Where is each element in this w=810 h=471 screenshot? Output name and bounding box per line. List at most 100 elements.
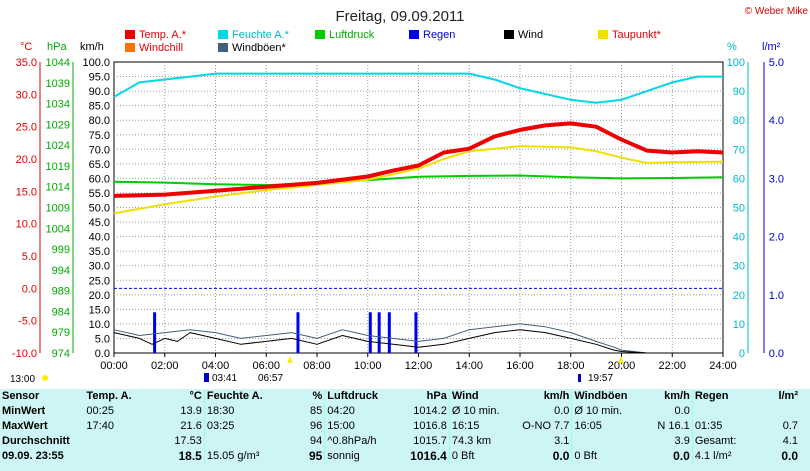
speed-tick-label: 95.0 bbox=[89, 72, 110, 84]
pressure-tick-label: 1009 bbox=[46, 203, 70, 215]
stats-header-cell: % bbox=[312, 390, 323, 402]
x-tick-label: 16:00 bbox=[506, 360, 534, 372]
stats-cell: 1016.8 bbox=[413, 420, 447, 432]
rain-tick-label: 3.0 bbox=[769, 173, 784, 185]
stats-cell bbox=[691, 404, 755, 419]
credit-label: © Weber Mike bbox=[745, 6, 809, 17]
temp-tick-label: 15.0 bbox=[16, 186, 37, 198]
stats-header-cell: hPa bbox=[426, 390, 447, 402]
stats-cell bbox=[755, 404, 800, 419]
stats-cell: sonnig bbox=[324, 449, 394, 464]
stats-row-current: 09.09. 23:55 18.5 15.05 g/m³ 95 sonnig 1… bbox=[0, 449, 800, 464]
temp-tick-label: -5.0 bbox=[18, 316, 37, 328]
stats-cell: 1015.7 bbox=[413, 435, 447, 447]
stats-cell: 16:15 bbox=[448, 419, 514, 434]
stats-cell: N 16.1 bbox=[657, 420, 690, 432]
humidity-tick-label: 10 bbox=[733, 319, 745, 331]
plot-area bbox=[113, 61, 724, 354]
rain-unit-label: l/m² bbox=[762, 41, 781, 53]
legend-label: Luftdruck bbox=[329, 29, 375, 41]
rain-bar bbox=[296, 312, 300, 353]
stats-cell: 15.05 g/m³ bbox=[203, 449, 282, 464]
legend-swatch bbox=[218, 43, 228, 52]
sunset-marker bbox=[578, 374, 581, 382]
pressure-tick-label: 984 bbox=[52, 306, 70, 318]
stats-cell: 96 bbox=[310, 420, 323, 432]
humidity-tick-label: 40 bbox=[733, 232, 745, 244]
stats-header-cell: Temp. A. bbox=[86, 390, 132, 402]
stats-cell: MinWert bbox=[2, 405, 46, 417]
speed-tick-label: 80.0 bbox=[89, 115, 110, 127]
axes: 35.0 30.0 25.0 20.0 15.0 10.0 5.0 0.0 -5.0 -10.0 1… bbox=[12, 57, 784, 372]
speed-tick-label: 75.0 bbox=[89, 130, 110, 142]
pressure-tick-label: 1034 bbox=[46, 99, 70, 111]
speed-tick-label: 45.0 bbox=[89, 217, 110, 229]
x-tick-label: 08:00 bbox=[303, 360, 331, 372]
sunset-tick-icon bbox=[618, 356, 624, 363]
humidity-tick-label: 50 bbox=[733, 203, 745, 215]
rain-tick-label: 4.0 bbox=[769, 115, 784, 127]
stats-panel: Sensor Temp. A. °C Feuchte A. % Luftdruc… bbox=[0, 389, 810, 471]
temp-tick-label: 20.0 bbox=[16, 154, 37, 166]
speed-tick-label: 25.0 bbox=[89, 275, 110, 287]
legend-label: Feuchte A.* bbox=[232, 29, 290, 41]
x-tick-label: 18:00 bbox=[557, 360, 585, 372]
speed-tick-label: 70.0 bbox=[89, 144, 110, 156]
temp-tick-label: 0.0 bbox=[22, 283, 37, 295]
x-tick-label: 04:00 bbox=[202, 360, 230, 372]
humidity-tick-label: 80 bbox=[733, 115, 745, 127]
rain-bar bbox=[414, 312, 418, 353]
stats-table: Sensor Temp. A. °C Feuchte A. % Luftdruc… bbox=[0, 389, 800, 464]
speed-tick-label: 55.0 bbox=[89, 188, 110, 200]
rain-tick-label: 2.0 bbox=[769, 232, 784, 244]
stats-cell: 0.0 bbox=[552, 449, 570, 463]
humidity-tick-label: 100 bbox=[727, 57, 745, 69]
legend-swatch bbox=[409, 30, 419, 39]
stats-header-cell: l/m² bbox=[778, 390, 798, 402]
pressure-tick-label: 1029 bbox=[46, 119, 70, 131]
stats-cell: 18:30 bbox=[203, 404, 282, 419]
stats-header-cell: km/h bbox=[543, 390, 570, 402]
x-tick-label: 22:00 bbox=[658, 360, 686, 372]
stats-cell bbox=[571, 434, 643, 449]
chart-marks bbox=[113, 72, 724, 354]
legend-label: Windböen* bbox=[232, 42, 287, 54]
stats-cell: 18.5 bbox=[178, 449, 202, 463]
pressure-tick-label: 1024 bbox=[46, 140, 70, 152]
pressure-tick-label: 974 bbox=[52, 348, 70, 360]
legend-swatch bbox=[315, 30, 325, 39]
stats-cell: 16:05 bbox=[571, 419, 643, 434]
legend-label: Windchill bbox=[139, 42, 183, 54]
pressure-tick-label: 1004 bbox=[46, 223, 70, 235]
speed-tick-label: 20.0 bbox=[89, 290, 110, 302]
speed-tick-label: 0.0 bbox=[95, 348, 110, 360]
legend-label: Wind bbox=[518, 29, 543, 41]
stats-cell bbox=[203, 434, 282, 449]
legend-swatch bbox=[504, 30, 514, 39]
stats-cell: Ø 10 min. bbox=[571, 404, 643, 419]
pressure-tick-label: 1044 bbox=[46, 57, 70, 69]
x-tick-label: 24:00 bbox=[709, 360, 737, 372]
rain-tick-label: 5.0 bbox=[769, 57, 784, 69]
x-tick-label: 14:00 bbox=[455, 360, 483, 372]
stats-cell: 0.0 bbox=[554, 405, 570, 417]
sun-markers: 13:00 03:41 06:57 19:57 bbox=[10, 356, 624, 385]
rain-bar bbox=[368, 312, 372, 353]
stats-header-cell: Wind bbox=[448, 389, 514, 404]
stats-header-cell: Luftdruck bbox=[324, 389, 394, 404]
speed-tick-label: 5.0 bbox=[95, 333, 110, 345]
stats-cell: MaxWert bbox=[2, 420, 48, 432]
stats-cell: O-NO 7.7 bbox=[522, 420, 570, 432]
stats-cell bbox=[84, 434, 154, 449]
stats-row-avg: Durchschnitt 17.53 94 ^0.8hPa/h 1015.7 7… bbox=[0, 434, 800, 449]
legend-label: Taupunkt* bbox=[612, 29, 662, 41]
stats-cell: ^0.8hPa/h bbox=[324, 434, 394, 449]
humidity-tick-label: 90 bbox=[733, 86, 745, 98]
speed-tick-label: 85.0 bbox=[89, 101, 110, 113]
stats-header-cell: km/h bbox=[664, 390, 690, 402]
stats-cell: 04:20 bbox=[324, 404, 394, 419]
stats-cell: 0.0 bbox=[673, 449, 690, 463]
temp-tick-label: 10.0 bbox=[16, 219, 37, 231]
pressure-tick-label: 989 bbox=[52, 286, 70, 298]
series-line-taupunkt bbox=[113, 145, 724, 215]
